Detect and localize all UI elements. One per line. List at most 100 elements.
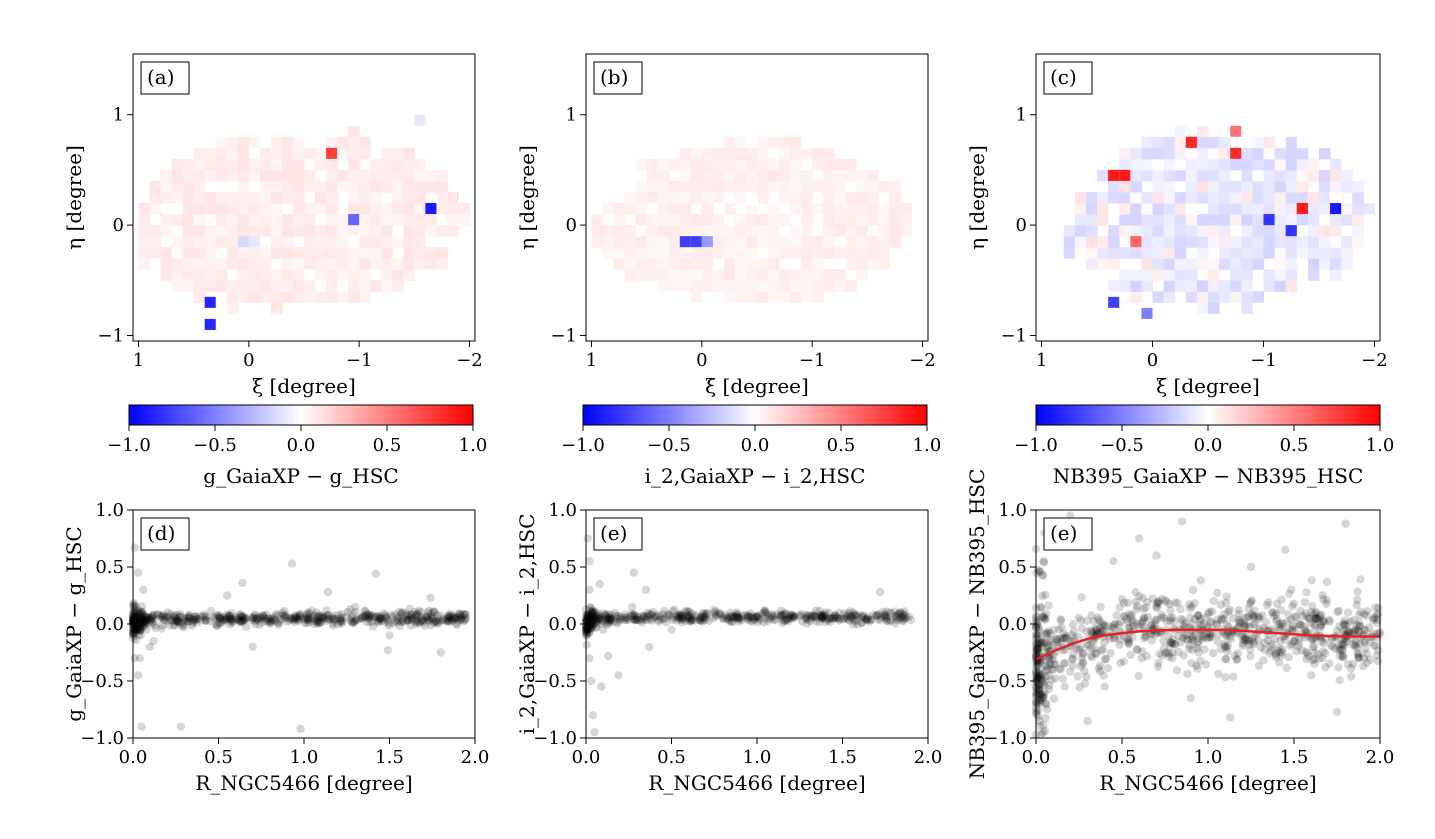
heatmap-cell [1185,280,1198,292]
heatmap-cell [315,247,327,259]
scatter-point [335,614,344,623]
heatmap-cell [414,247,426,259]
scatter-point [701,613,710,622]
scatter-point [1172,666,1182,675]
scatter-point [1249,639,1259,649]
scatter-point [734,614,744,623]
scatter-point [1048,665,1057,674]
scatter-point [1308,601,1317,611]
scatter-point [130,604,139,613]
heatmap-cells [591,136,912,303]
scatter-point [132,615,142,624]
heatmap-cell-highlight [690,236,702,248]
scatter-point [701,608,711,618]
heatmap-cell [723,280,736,292]
heatmap-cell [1263,247,1276,259]
heatmap-cell [304,291,316,303]
heatmap-cell [248,191,261,204]
heatmap-cell [712,191,725,204]
scatter-point [439,614,448,624]
scatter-point [762,610,771,619]
heatmap-cell [1252,203,1264,215]
scatter-point [783,614,793,623]
heatmap-cell [823,180,835,193]
scatter-point [1039,637,1048,646]
scatter-point [620,615,629,625]
scatter-point [323,610,332,620]
scatter-point [595,611,604,621]
scatter-point [1334,663,1343,672]
heatmap-cell [856,247,868,259]
heatmap-cell [270,158,283,171]
scatter-point [882,607,891,616]
heatmap-cell [790,180,802,193]
heatmap-cell [326,191,338,204]
scatter-point [1152,615,1161,624]
scatter-point [1126,650,1135,660]
scatter-point [745,616,754,625]
heatmap-cell [734,291,747,303]
heatmap-cell [1174,214,1187,226]
scatter-point [233,614,242,624]
scatter-point [1142,652,1152,661]
heatmap-cell [768,225,780,237]
heatmap-cell [591,225,604,237]
scatter-point [585,613,595,622]
scatter-point [292,614,301,624]
scatter-point [1245,645,1255,654]
scatter-point [749,614,759,624]
scatter-point [1353,587,1362,596]
scatter-point [898,616,907,625]
heatmap-cell [292,247,305,259]
scatter-point [589,613,599,623]
scatter-point [612,611,621,621]
y-tick-label: 0 [113,215,124,236]
scatter-point [698,617,707,626]
scatter-point [1249,620,1258,629]
heatmap-cell [204,236,217,248]
heatmap-cell [657,225,670,237]
heatmap-cell [248,258,261,270]
heatmap-cell [1296,158,1309,171]
scatter-point [1166,613,1175,623]
scatter-point [601,615,611,624]
heatmap-cell [1230,247,1242,259]
scatter-point [695,616,705,625]
heatmap-cell [171,258,184,270]
scatter-point [789,611,799,621]
scatter-point [1294,639,1304,648]
heatmap-cell [1330,225,1342,237]
scatter-point [1216,600,1225,609]
scatter-point [405,613,414,623]
scatter-point [1034,672,1044,681]
heatmap-cell [889,203,901,215]
scatter-point [130,608,139,618]
scatter-point [1351,640,1360,649]
scatter-point [290,617,299,627]
scatter-point [677,614,686,623]
scatter-point [606,613,616,623]
scatter-point [411,611,420,620]
heatmap-cell [812,158,824,171]
scatter-point [883,612,892,621]
scatter-point [452,619,462,628]
heatmap-cell [734,147,747,160]
heatmap-cell [1085,225,1098,237]
scatter-point [376,614,385,623]
scatter-point [389,618,398,628]
scatter-point [1096,661,1105,670]
scatter-point [633,615,642,624]
scatter-point [461,613,471,623]
heatmap-cell [403,191,415,204]
scatter-point [448,616,458,625]
heatmap-cell [801,225,813,237]
heatmap-cell [1318,214,1331,226]
scatter-point [1077,593,1086,602]
heatmap-cell [613,236,626,248]
scatter-point [286,614,295,623]
scatter-point [412,617,421,626]
scatter-point [875,587,885,597]
scatter-point [302,615,312,625]
heatmap-cell [1274,147,1287,160]
heatmap-cell [1241,214,1253,226]
